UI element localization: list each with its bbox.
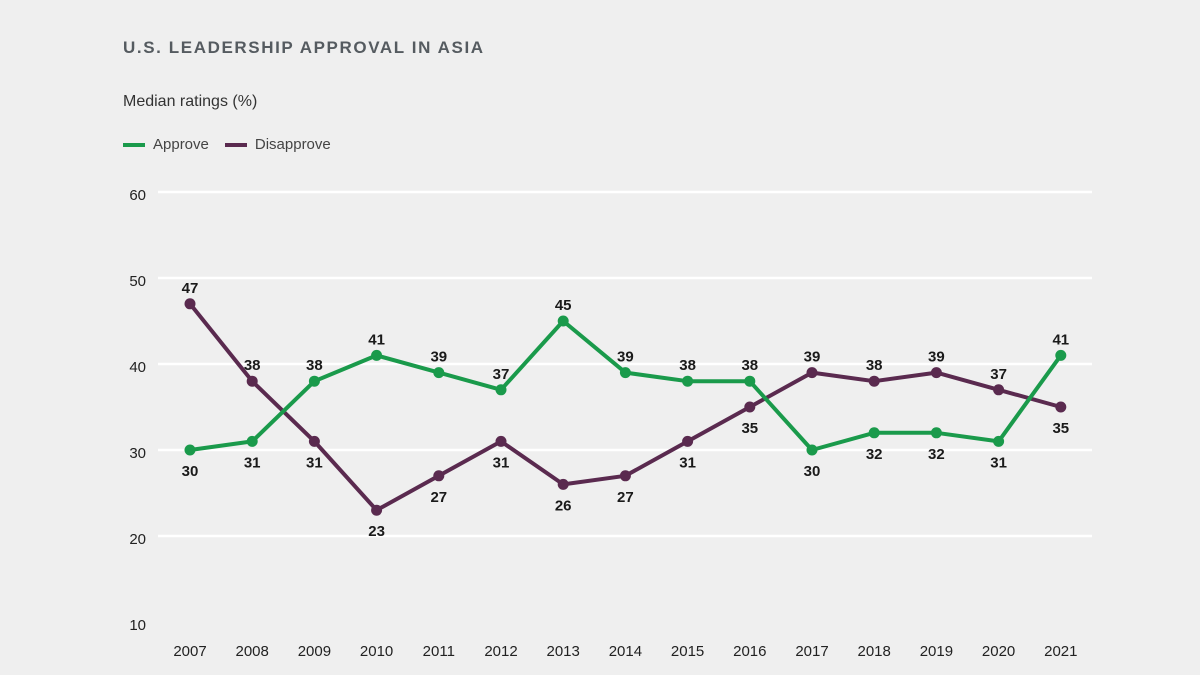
data-label-disapprove: 38: [866, 357, 883, 374]
data-point-disapprove: [744, 401, 756, 413]
data-label-approve: 30: [804, 463, 821, 480]
data-point-disapprove: [246, 375, 258, 387]
data-label-disapprove: 47: [182, 280, 199, 297]
data-label-approve: 30: [182, 463, 199, 480]
x-tick-label: 2014: [609, 643, 642, 660]
data-point-approve: [495, 384, 507, 396]
data-label-approve: 39: [617, 349, 634, 366]
legend-item-approve: Approve: [123, 136, 209, 153]
legend-label-disapprove: Disapprove: [254, 136, 331, 153]
data-label-disapprove: 31: [306, 454, 323, 471]
data-point-approve: [184, 444, 196, 456]
data-label-disapprove: 38: [244, 357, 261, 374]
data-point-approve: [557, 315, 569, 327]
x-tick-label: 2021: [1044, 643, 1077, 660]
data-point-disapprove: [371, 504, 383, 516]
data-point-approve: [619, 367, 631, 379]
data-point-disapprove: [619, 470, 631, 482]
x-tick-label: 2020: [982, 643, 1015, 660]
x-tick-label: 2015: [671, 643, 704, 660]
data-point-disapprove: [682, 435, 694, 447]
data-point-disapprove: [868, 375, 880, 387]
data-label-approve: 41: [368, 331, 385, 348]
data-label-disapprove: 31: [679, 454, 696, 471]
data-label-disapprove: 35: [741, 420, 758, 437]
data-point-disapprove: [806, 367, 818, 379]
series-line-approve: [189, 319, 1063, 452]
data-label-disapprove: 31: [493, 454, 510, 471]
data-label-approve: 38: [306, 357, 323, 374]
y-tick-label: 60: [129, 187, 146, 204]
x-tick-label: 2016: [733, 643, 766, 660]
y-tick-label: 50: [129, 273, 146, 290]
chart-subtitle: Median ratings (%): [123, 93, 258, 110]
data-label-approve: 31: [244, 454, 261, 471]
data-label-disapprove: 35: [1052, 420, 1069, 437]
data-point-disapprove: [1055, 401, 1067, 413]
x-tick-label: 2011: [423, 643, 455, 660]
y-tick-label: 30: [129, 445, 146, 462]
x-tick-label: 2019: [920, 643, 953, 660]
y-tick-label: 10: [129, 617, 146, 634]
legend-swatch-disapprove: [224, 142, 247, 147]
data-point-disapprove: [495, 435, 507, 447]
data-label-disapprove: 37: [990, 366, 1007, 383]
data-point-disapprove: [433, 470, 445, 482]
data-point-approve: [1055, 349, 1067, 361]
data-label-approve: 45: [555, 297, 572, 314]
data-point-approve: [930, 427, 942, 439]
y-tick-label: 40: [129, 359, 146, 376]
chart-title: U.S. LEADERSHIP APPROVAL IN ASIA: [123, 38, 485, 57]
data-label-approve: 31: [990, 454, 1007, 471]
legend: Approve Disapprove: [123, 136, 347, 153]
legend-label-approve: Approve: [153, 136, 209, 153]
data-label-disapprove: 27: [617, 489, 634, 506]
data-label-disapprove: 26: [555, 497, 572, 514]
data-point-approve: [993, 435, 1005, 447]
data-point-disapprove: [993, 384, 1005, 396]
legend-item-disapprove: Disapprove: [224, 136, 331, 153]
data-point-approve: [308, 375, 320, 387]
y-tick-label: 20: [129, 531, 146, 548]
data-label-disapprove: 23: [368, 523, 385, 540]
data-label-approve: 32: [928, 446, 945, 463]
data-label-approve: 38: [741, 357, 758, 374]
legend-swatch-approve: [123, 142, 145, 147]
data-point-approve: [682, 375, 694, 387]
x-tick-label: 2007: [173, 643, 206, 660]
data-label-approve: 32: [866, 446, 883, 463]
data-label-approve: 39: [430, 349, 447, 366]
data-point-approve: [246, 435, 258, 447]
data-label-approve: 37: [493, 366, 510, 383]
x-tick-label: 2018: [858, 643, 891, 660]
data-label-disapprove: 39: [928, 349, 945, 366]
data-point-approve: [806, 444, 818, 456]
data-point-disapprove: [930, 367, 942, 379]
x-tick-label: 2010: [360, 643, 393, 660]
x-tick-label: 2008: [236, 643, 269, 660]
data-label-disapprove: 39: [804, 349, 821, 366]
data-label-disapprove: 27: [430, 489, 447, 506]
data-label-approve: 38: [679, 357, 696, 374]
data-point-disapprove: [184, 298, 196, 310]
data-point-approve: [744, 375, 756, 387]
data-point-approve: [371, 349, 383, 361]
x-tick-label: 2012: [484, 643, 517, 660]
data-label-approve: 41: [1052, 331, 1069, 348]
data-point-disapprove: [557, 478, 569, 490]
x-tick-label: 2017: [795, 643, 828, 660]
x-tick-label: 2013: [547, 643, 580, 660]
x-tick-label: 2009: [298, 643, 331, 660]
data-point-disapprove: [308, 435, 320, 447]
data-point-approve: [868, 427, 880, 439]
data-point-approve: [433, 367, 445, 379]
